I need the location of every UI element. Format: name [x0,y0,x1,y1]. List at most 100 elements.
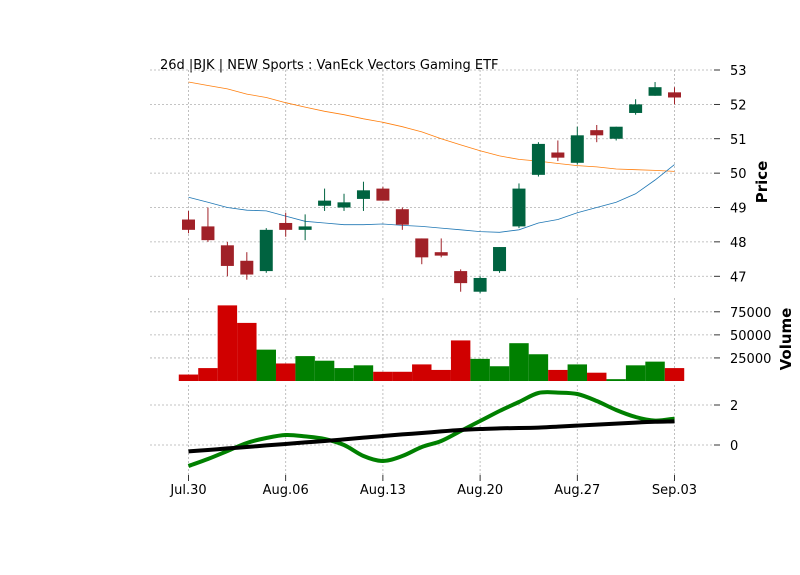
indicator-green-line [187,390,675,468]
candle-body [201,226,215,241]
price-panel: 47 48 49 50 51 52 53 [150,64,747,294]
candle-body [279,222,293,230]
indicator-tick-label: 0 [730,439,738,454]
candle-body [259,229,273,272]
candle-body [551,152,565,158]
volume-bar [334,368,354,381]
price-tick-label: 48 [730,236,747,251]
candle [493,247,507,273]
price-tick-label: 51 [730,133,747,148]
volume-bar [373,371,393,381]
candle-body [668,92,681,98]
volume-bar [412,364,432,381]
candle [570,126,584,165]
volume-bar [275,363,296,381]
volume-bar [353,365,374,381]
candle [220,241,234,277]
candle-body [415,238,429,258]
candle-body [570,135,584,163]
candle [201,207,215,242]
candle-body [376,188,390,201]
x-tick-label: Aug.06 [263,483,309,498]
candle [395,207,409,230]
volume-bar [198,368,218,381]
volume-bar [567,364,588,381]
candle-body [512,188,526,227]
price-axis-label: Price [753,161,771,204]
candle-body [493,247,507,272]
candle-body [473,277,487,292]
indicator-black-line [188,419,675,454]
candle [259,228,273,273]
candle-body [298,226,312,230]
candle [590,125,604,143]
volume-bar [450,340,471,381]
volume-bar [314,360,335,381]
volume-bar [489,366,510,381]
candle-body [648,87,662,96]
candle-body [590,130,604,136]
candle-body [240,260,254,275]
volume-bar [295,356,315,381]
price-tick-label: 53 [730,64,747,79]
indicator-panel: 02 [150,385,738,475]
volume-axis-label: Volume [777,308,795,371]
x-tick-label: Aug.27 [554,483,600,498]
volume-panel: 25000 50000 75000 [150,298,771,381]
candle [356,181,370,211]
candle [279,212,293,237]
candle [473,276,487,294]
candle [318,188,332,211]
volume-bar [237,322,257,381]
x-tick-label: Aug.20 [457,483,503,498]
volume-bar [178,374,199,381]
candle-body [395,209,409,225]
candle-body [318,200,332,206]
x-axis: Jul.30 Aug.06 Aug.13 Aug.20 Aug.27 Sep.03 [169,475,697,498]
candle [337,193,351,211]
volume-bar [470,358,490,381]
volume-tick-label: 25000 [730,352,771,367]
volume-bar [431,369,451,381]
price-tick-label: 47 [730,270,747,285]
volume-bar [256,349,276,381]
candle-body [182,219,195,230]
candle [531,142,545,177]
candle-body [337,202,351,208]
candle [648,82,662,96]
candle-body [434,252,448,256]
candle-body [220,245,234,266]
candle-body [454,271,468,284]
x-tick-label: Sep.03 [652,483,697,498]
x-tick-label: Jul.30 [169,483,206,498]
candle-body [356,190,370,199]
volume-bar [664,368,685,381]
volume-tick-label: 50000 [730,329,771,344]
candle [629,99,643,115]
volume-bar [548,369,568,381]
indicator-tick-label: 2 [730,399,738,414]
candle [551,140,565,162]
volume-bar [625,365,646,381]
candle [668,87,681,105]
price-tick-label: 50 [730,167,747,182]
x-tick-label: Aug.13 [360,483,406,498]
candle-body [531,143,545,175]
volume-bar [528,354,549,381]
volume-bar [606,379,626,381]
candle [434,238,448,258]
candle [415,238,429,265]
candle [609,126,623,141]
volume-bar [587,372,607,381]
chart-title: 26d |BJK | NEW Sports : VanEck Vectors G… [160,58,498,73]
volume-bar [392,371,413,381]
ma-long-line [188,81,675,172]
volume-bar [217,305,238,381]
candle-body [609,126,623,139]
volume-bar [645,361,665,381]
candle [182,210,195,234]
candle [376,186,390,201]
volume-bar [509,343,529,381]
candle-body [629,104,643,113]
